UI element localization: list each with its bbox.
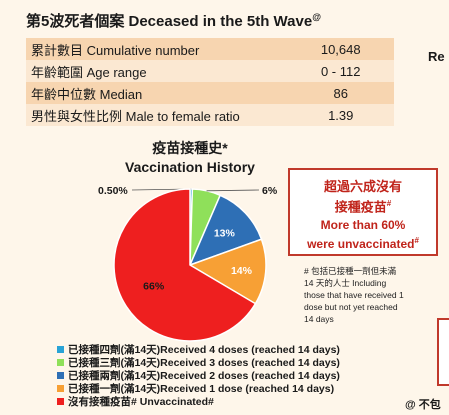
pie-title: 疫苗接種史* Vaccination History [100, 139, 280, 177]
stat-row-ratio: 男性與女性比例 Male to female ratio 1.39 [26, 104, 394, 126]
callout-en: More than 60% were unvaccinated# [290, 218, 436, 252]
stat-value: 10,648 [320, 41, 361, 57]
legend-swatch [57, 385, 64, 392]
callout-zh-line-2: 接種疫苗# [334, 199, 392, 215]
right-box-truncated [437, 318, 449, 386]
legend-item-2-doses: 已接種兩劑(滿14天)Received 2 doses (reached 14 … [57, 369, 340, 382]
legend-item-1-dose: 已接種一劑(滿14天)Received 1 dose (reached 14 d… [57, 382, 340, 395]
pie-slice [188, 194, 263, 267]
pie-legend: 已接種四劑(滿14天)Received 4 doses (reached 14 … [57, 343, 340, 408]
stat-label: 累計數目 Cumulative number [31, 42, 200, 58]
legend-label: 已接種三劑(滿14天)Received 3 doses (reached 14 … [68, 357, 340, 369]
stat-row-median: 年齡中位數 Median 86 [26, 82, 394, 104]
stat-row-age-range: 年齡範圍 Age range 0 - 112 [26, 60, 394, 82]
footnote-line: 14 days [304, 314, 334, 324]
legend-swatch [57, 346, 64, 353]
stat-value: 0 - 112 [320, 63, 361, 79]
footnote-line: those that have received 1 [304, 290, 404, 300]
legend-swatch [57, 372, 64, 379]
corner-text-truncated: @ 不包 [405, 399, 441, 411]
legend-label: 已接種四劑(滿14天)Received 4 doses (reached 14 … [68, 344, 340, 356]
stat-label: 年齡範圍 Age range [31, 64, 147, 80]
stat-value: 1.39 [328, 107, 354, 123]
stat-row-cumulative: 累計數目 Cumulative number 10,648 [26, 38, 394, 60]
side-text-truncated: Re [428, 49, 445, 64]
title-mark: @ [312, 12, 321, 22]
pie-slice [188, 238, 267, 305]
legend-label: 已接種一劑(滿14天)Received 1 dose (reached 14 d… [68, 383, 335, 395]
pie-title-zh: 疫苗接種史* [152, 140, 228, 156]
pie-title-en: Vaccination History [125, 159, 255, 175]
pie-slice-label: 14% [231, 265, 253, 277]
footnote-line: # 包括已接種一劑但未滿 [304, 266, 397, 276]
footnote: # 包括已接種一劑但未滿 14 天的人士 Including those tha… [304, 265, 434, 325]
legend-label: 沒有接種疫苗# Unvaccinated# [68, 396, 214, 408]
legend-swatch [57, 398, 64, 405]
pie-slice-label: 6% [262, 185, 278, 197]
legend-swatch [57, 359, 64, 366]
legend-item-4-doses: 已接種四劑(滿14天)Received 4 doses (reached 14 … [57, 343, 340, 356]
footnote-line: dose but not yet reached [304, 302, 398, 312]
stat-label: 年齡中位數 Median [31, 86, 143, 102]
pie-leader-line [206, 189, 260, 192]
pie-slice-label: 0.50% [98, 185, 128, 197]
pie-slice [113, 188, 257, 342]
footnote-line: 14 天的人士 Including [304, 278, 387, 288]
legend-item-3-doses: 已接種三劑(滿14天)Received 3 doses (reached 14 … [57, 356, 340, 369]
callout-en-line-2: were unvaccinated# [307, 236, 419, 252]
callout-en-line-1: More than 60% [320, 218, 406, 233]
pie-slice-label: 13% [214, 228, 236, 240]
legend-item-unvaccinated: 沒有接種疫苗# Unvaccinated# [57, 395, 340, 408]
pie-slice-label: 66% [143, 281, 165, 293]
stat-value: 86 [333, 85, 348, 101]
page-title: 第5波死者個案 Deceased in the 5th Wave@ [26, 12, 321, 30]
legend-label: 已接種兩劑(滿14天)Received 2 doses (reached 14 … [68, 370, 340, 382]
unvaccinated-callout: 超過六成沒有 接種疫苗# More than 60% were unvaccin… [288, 168, 438, 256]
stat-label: 男性與女性比例 Male to female ratio [31, 108, 240, 124]
callout-zh-line-1: 超過六成沒有 [323, 179, 402, 194]
stats-table: 累計數目 Cumulative number 10,648 年齡範圍 Age r… [26, 38, 394, 126]
